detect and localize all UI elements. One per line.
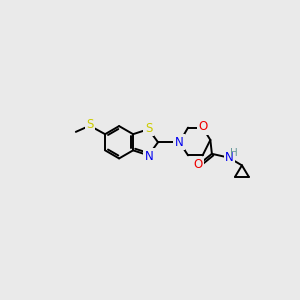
Text: O: O: [199, 120, 208, 134]
Text: N: N: [174, 136, 183, 149]
Text: N: N: [145, 150, 154, 163]
Text: S: S: [86, 118, 93, 131]
Text: S: S: [145, 122, 152, 135]
Text: H: H: [230, 148, 238, 158]
Text: O: O: [194, 158, 203, 171]
Text: N: N: [225, 151, 234, 164]
